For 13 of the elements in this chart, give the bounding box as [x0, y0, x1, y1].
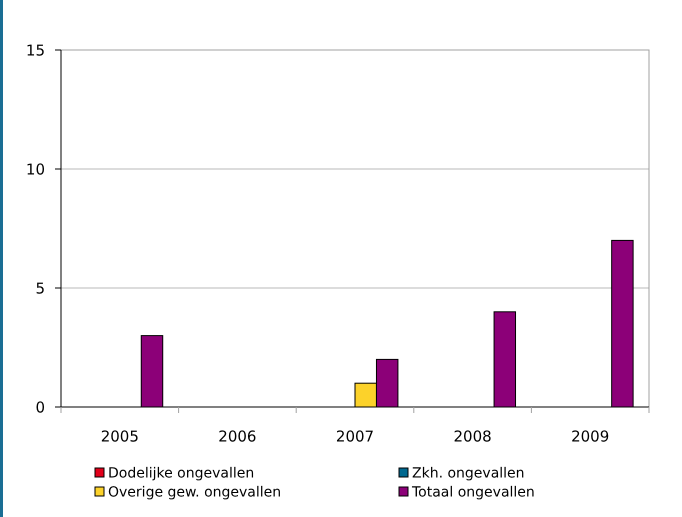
x-tick-label: 2007 [336, 427, 374, 446]
x-tick-label: 2008 [454, 427, 492, 446]
x-tick-label: 2005 [100, 427, 139, 446]
y-tick-label: 0 [35, 398, 45, 416]
x-tick-label: 2006 [218, 427, 256, 446]
y-tick-label: 5 [35, 279, 45, 298]
y-tick-label: 15 [26, 41, 45, 60]
y-tick-label: 10 [26, 160, 45, 178]
legend-label: Totaal ongevallen [411, 484, 535, 500]
legend-label: Overige gew. ongevallen [108, 484, 282, 500]
x-tick-label: 2009 [571, 427, 610, 446]
legend-label: Dodelijke ongevallen [108, 466, 254, 482]
legend-label: Zkh. ongevallen [412, 466, 525, 482]
